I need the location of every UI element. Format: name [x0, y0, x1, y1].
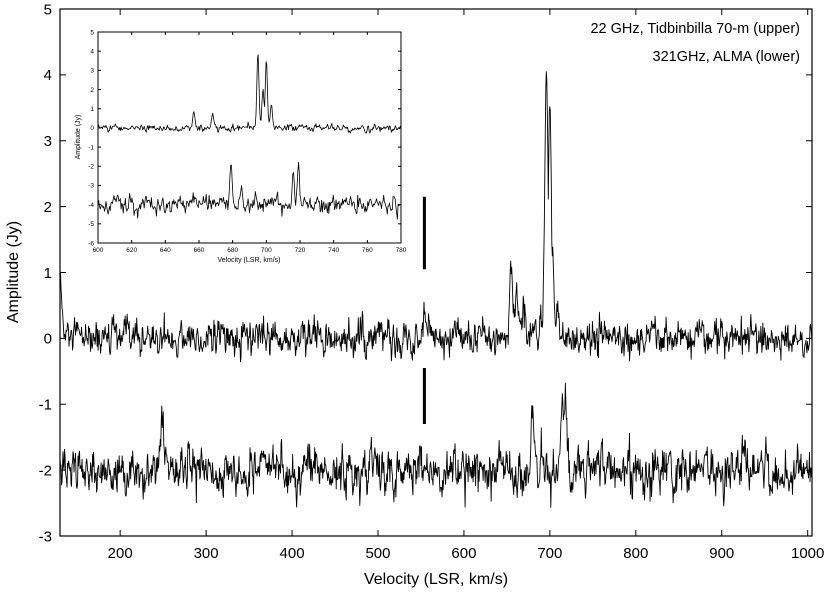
- y-tick-label: 4: [44, 67, 52, 84]
- x-tick-label: 800: [623, 545, 648, 562]
- x-tick-label: 780: [396, 247, 407, 254]
- x-tick-label: 900: [709, 545, 734, 562]
- y-tick-label: 1: [90, 106, 94, 113]
- x-tick-label: 660: [194, 247, 205, 254]
- y-tick-label: -5: [88, 221, 94, 228]
- x-tick-label: 600: [451, 545, 476, 562]
- x-tick-label: 500: [365, 545, 390, 562]
- y-tick-label: -2: [88, 164, 94, 171]
- inset-x-axis-label: Velocity (LSR, km/s): [217, 257, 280, 264]
- y-tick-label: 5: [90, 29, 94, 36]
- y-tick-label: 3: [90, 68, 94, 75]
- annotation-lower: 321GHz, ALMA (lower): [653, 49, 800, 65]
- y-tick-label: 1: [44, 265, 52, 282]
- x-axis-label: Velocity (LSR, km/s): [364, 571, 508, 588]
- series-line-upper: [97, 54, 402, 134]
- y-tick-label: -3: [88, 183, 94, 190]
- series-line-upper: [59, 71, 813, 363]
- y-tick-label: 0: [90, 125, 94, 132]
- y-tick-label: 5: [44, 1, 52, 18]
- y-axis-label: Amplitude (Jy): [5, 221, 22, 323]
- x-tick-label: 640: [160, 247, 171, 254]
- y-tick-label: 2: [44, 199, 52, 216]
- y-tick-label: -2: [39, 462, 52, 479]
- y-tick-label: -1: [39, 397, 52, 414]
- y-tick-label: 0: [44, 331, 52, 348]
- x-tick-label: 680: [227, 247, 238, 254]
- y-tick-label: 2: [90, 87, 94, 94]
- x-tick-label: 300: [194, 545, 219, 562]
- series-line-lower: [59, 382, 813, 508]
- y-tick-label: 4: [90, 48, 94, 55]
- x-tick-label: 720: [295, 247, 306, 254]
- annotation-upper: 22 GHz, Tidbinbilla 70-m (upper): [590, 21, 800, 37]
- x-tick-label: 400: [280, 545, 305, 562]
- y-tick-label: -3: [39, 528, 52, 545]
- y-tick-label: -4: [88, 202, 94, 209]
- y-tick-label: 3: [44, 133, 52, 150]
- y-tick-label: -6: [88, 240, 94, 247]
- x-tick-label: 1000: [791, 545, 824, 562]
- inset-y-axis-label: Amplitude (Jy): [75, 115, 82, 160]
- x-tick-label: 700: [261, 247, 272, 254]
- inset-plot-frame: [97, 31, 402, 244]
- x-tick-label: 200: [108, 545, 133, 562]
- y-tick-label: -1: [88, 144, 94, 151]
- inset-background: [98, 32, 401, 243]
- series-line-lower: [97, 161, 402, 220]
- x-tick-label: 700: [537, 545, 562, 562]
- x-tick-label: 620: [126, 247, 137, 254]
- x-tick-label: 760: [362, 247, 373, 254]
- x-tick-label: 600: [93, 247, 104, 254]
- x-tick-label: 740: [328, 247, 339, 254]
